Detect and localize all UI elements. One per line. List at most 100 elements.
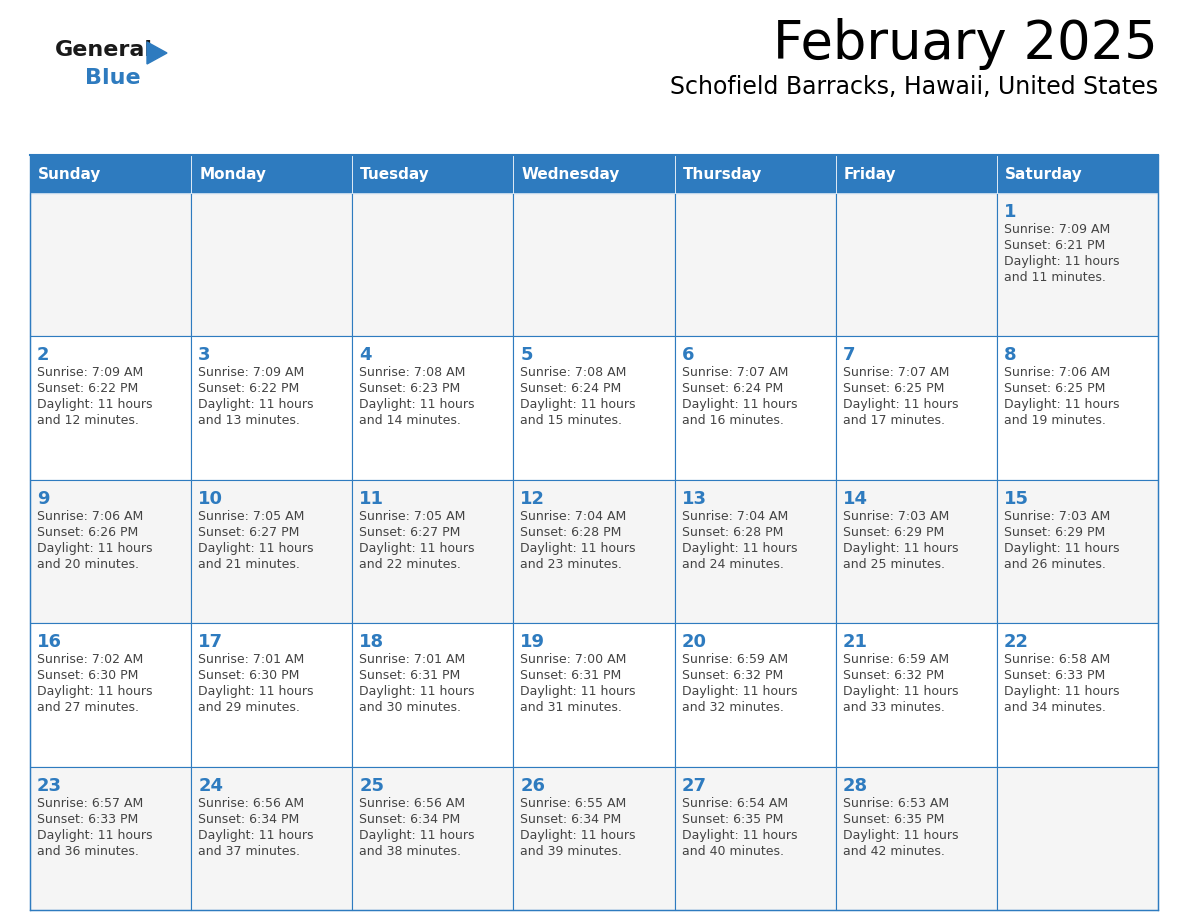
Bar [30,336,191,480]
Text: Sunrise: 6:54 AM: Sunrise: 6:54 AM [682,797,788,810]
Text: Sunset: 6:25 PM: Sunset: 6:25 PM [1004,383,1105,396]
Bar [675,336,835,480]
Text: and 23 minutes.: and 23 minutes. [520,558,623,571]
Text: Daylight: 11 hours: Daylight: 11 hours [682,829,797,842]
Text: Sunrise: 7:03 AM: Sunrise: 7:03 AM [842,509,949,522]
Text: Sunset: 6:22 PM: Sunset: 6:22 PM [37,383,138,396]
Text: Daylight: 11 hours: Daylight: 11 hours [520,829,636,842]
Text: 20: 20 [682,633,707,651]
Text: Daylight: 11 hours: Daylight: 11 hours [359,829,475,842]
Text: Daylight: 11 hours: Daylight: 11 hours [359,685,475,699]
Text: 14: 14 [842,490,867,508]
Text: Sunset: 6:34 PM: Sunset: 6:34 PM [198,812,299,825]
Text: and 12 minutes.: and 12 minutes. [37,414,139,428]
Bar [30,155,191,193]
Bar [675,193,835,336]
Text: Sunset: 6:24 PM: Sunset: 6:24 PM [682,383,783,396]
Text: Daylight: 11 hours: Daylight: 11 hours [682,685,797,699]
Text: and 39 minutes.: and 39 minutes. [520,845,623,857]
Bar [997,155,1158,193]
Text: Sunrise: 7:00 AM: Sunrise: 7:00 AM [520,654,627,666]
Text: Daylight: 11 hours: Daylight: 11 hours [842,398,959,411]
Text: and 22 minutes.: and 22 minutes. [359,558,461,571]
Text: Sunset: 6:26 PM: Sunset: 6:26 PM [37,526,138,539]
Text: and 36 minutes.: and 36 minutes. [37,845,139,857]
Text: 16: 16 [37,633,62,651]
Bar [191,336,353,480]
Text: Daylight: 11 hours: Daylight: 11 hours [37,685,152,699]
Text: and 31 minutes.: and 31 minutes. [520,701,623,714]
Text: Sunrise: 6:59 AM: Sunrise: 6:59 AM [842,654,949,666]
Text: Daylight: 11 hours: Daylight: 11 hours [1004,685,1119,699]
Bar [353,193,513,336]
Text: Sunrise: 7:05 AM: Sunrise: 7:05 AM [198,509,304,522]
Text: and 38 minutes.: and 38 minutes. [359,845,461,857]
Text: Daylight: 11 hours: Daylight: 11 hours [842,542,959,554]
Text: 24: 24 [198,777,223,795]
Bar [997,193,1158,336]
Text: Sunrise: 7:04 AM: Sunrise: 7:04 AM [682,509,788,522]
Text: Daylight: 11 hours: Daylight: 11 hours [198,398,314,411]
Text: 5: 5 [520,346,533,364]
Text: 22: 22 [1004,633,1029,651]
Text: Sunset: 6:33 PM: Sunset: 6:33 PM [37,812,138,825]
Text: and 11 minutes.: and 11 minutes. [1004,271,1106,284]
Text: 13: 13 [682,490,707,508]
Text: 11: 11 [359,490,384,508]
Bar [30,193,191,336]
Text: and 19 minutes.: and 19 minutes. [1004,414,1106,428]
Text: and 13 minutes.: and 13 minutes. [198,414,301,428]
Text: Daylight: 11 hours: Daylight: 11 hours [682,542,797,554]
Text: Schofield Barracks, Hawaii, United States: Schofield Barracks, Hawaii, United State… [670,75,1158,99]
Text: 9: 9 [37,490,50,508]
Text: Sunset: 6:29 PM: Sunset: 6:29 PM [842,526,944,539]
Text: and 29 minutes.: and 29 minutes. [198,701,301,714]
Text: and 24 minutes.: and 24 minutes. [682,558,783,571]
Text: Sunrise: 7:05 AM: Sunrise: 7:05 AM [359,509,466,522]
Text: Saturday: Saturday [1005,167,1082,183]
Text: and 26 minutes.: and 26 minutes. [1004,558,1106,571]
Text: 8: 8 [1004,346,1017,364]
Text: Sunset: 6:34 PM: Sunset: 6:34 PM [359,812,461,825]
Bar [353,155,513,193]
Text: 23: 23 [37,777,62,795]
Text: Sunset: 6:32 PM: Sunset: 6:32 PM [842,669,944,682]
Text: 19: 19 [520,633,545,651]
Text: 18: 18 [359,633,385,651]
Text: Sunrise: 7:09 AM: Sunrise: 7:09 AM [37,366,144,379]
Bar [675,767,835,910]
Text: 6: 6 [682,346,694,364]
Text: and 17 minutes.: and 17 minutes. [842,414,944,428]
Text: Daylight: 11 hours: Daylight: 11 hours [198,685,314,699]
Text: Sunset: 6:30 PM: Sunset: 6:30 PM [37,669,138,682]
Text: Sunrise: 7:06 AM: Sunrise: 7:06 AM [1004,366,1110,379]
Text: and 16 minutes.: and 16 minutes. [682,414,783,428]
Bar [835,336,997,480]
Text: Sunrise: 6:56 AM: Sunrise: 6:56 AM [198,797,304,810]
Text: Sunset: 6:35 PM: Sunset: 6:35 PM [682,812,783,825]
Bar [513,155,675,193]
Text: and 33 minutes.: and 33 minutes. [842,701,944,714]
Text: Monday: Monday [200,167,266,183]
Text: Daylight: 11 hours: Daylight: 11 hours [1004,255,1119,268]
Bar [513,336,675,480]
Text: Sunrise: 7:02 AM: Sunrise: 7:02 AM [37,654,144,666]
Text: Sunset: 6:28 PM: Sunset: 6:28 PM [682,526,783,539]
Bar [191,623,353,767]
Text: Daylight: 11 hours: Daylight: 11 hours [198,829,314,842]
Text: February 2025: February 2025 [773,18,1158,70]
Bar [997,336,1158,480]
Text: 25: 25 [359,777,384,795]
Bar [30,480,191,623]
Text: Sunset: 6:23 PM: Sunset: 6:23 PM [359,383,461,396]
Text: Sunrise: 7:09 AM: Sunrise: 7:09 AM [198,366,304,379]
Text: Sunrise: 6:57 AM: Sunrise: 6:57 AM [37,797,144,810]
Bar [997,623,1158,767]
Text: Sunset: 6:34 PM: Sunset: 6:34 PM [520,812,621,825]
Text: Daylight: 11 hours: Daylight: 11 hours [520,685,636,699]
Text: Thursday: Thursday [683,167,762,183]
Text: Sunrise: 7:07 AM: Sunrise: 7:07 AM [682,366,788,379]
Text: Sunset: 6:31 PM: Sunset: 6:31 PM [520,669,621,682]
Text: Sunset: 6:24 PM: Sunset: 6:24 PM [520,383,621,396]
Bar [191,193,353,336]
